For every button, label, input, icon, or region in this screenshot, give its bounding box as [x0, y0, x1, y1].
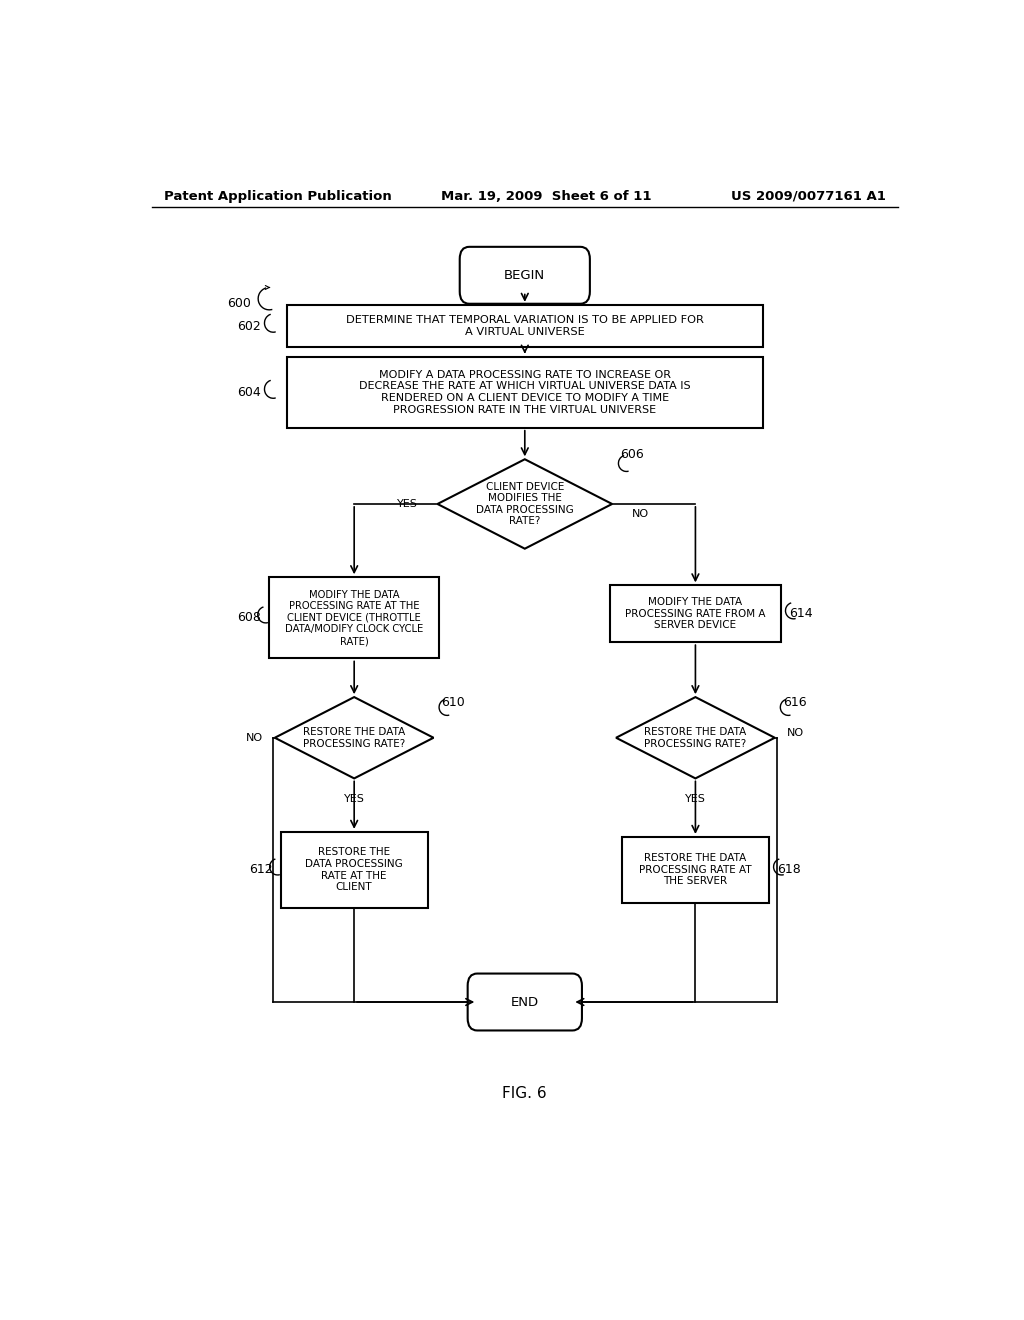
- Text: 610: 610: [441, 696, 465, 709]
- Text: DETERMINE THAT TEMPORAL VARIATION IS TO BE APPLIED FOR
A VIRTUAL UNIVERSE: DETERMINE THAT TEMPORAL VARIATION IS TO …: [346, 315, 703, 337]
- Text: NO: NO: [246, 733, 263, 743]
- Text: RESTORE THE DATA
PROCESSING RATE?: RESTORE THE DATA PROCESSING RATE?: [644, 727, 746, 748]
- Text: MODIFY THE DATA
PROCESSING RATE AT THE
CLIENT DEVICE (THROTTLE
DATA/MODIFY CLOCK: MODIFY THE DATA PROCESSING RATE AT THE C…: [285, 590, 423, 645]
- Text: CLIENT DEVICE
MODIFIES THE
DATA PROCESSING
RATE?: CLIENT DEVICE MODIFIES THE DATA PROCESSI…: [476, 482, 573, 527]
- Text: 612: 612: [249, 863, 272, 876]
- Text: 604: 604: [238, 385, 261, 399]
- Bar: [269, 577, 439, 659]
- Text: NO: NO: [632, 510, 649, 519]
- Text: RESTORE THE DATA
PROCESSING RATE AT
THE SERVER: RESTORE THE DATA PROCESSING RATE AT THE …: [639, 853, 752, 887]
- Text: US 2009/0077161 A1: US 2009/0077161 A1: [731, 190, 886, 202]
- Text: MODIFY THE DATA
PROCESSING RATE FROM A
SERVER DEVICE: MODIFY THE DATA PROCESSING RATE FROM A S…: [626, 597, 766, 631]
- Text: BEGIN: BEGIN: [504, 269, 546, 281]
- Text: YES: YES: [344, 793, 365, 804]
- Text: 602: 602: [238, 319, 261, 333]
- Bar: [622, 837, 769, 903]
- Text: MODIFY A DATA PROCESSING RATE TO INCREASE OR
DECREASE THE RATE AT WHICH VIRTUAL : MODIFY A DATA PROCESSING RATE TO INCREAS…: [359, 370, 690, 414]
- Bar: [610, 585, 780, 643]
- Text: 616: 616: [782, 696, 806, 709]
- Text: 618: 618: [777, 863, 801, 876]
- Text: 608: 608: [237, 611, 261, 624]
- FancyBboxPatch shape: [468, 974, 582, 1031]
- Bar: [281, 832, 428, 908]
- Text: 606: 606: [620, 447, 644, 461]
- Text: 614: 614: [788, 607, 812, 620]
- Text: 600: 600: [227, 297, 251, 310]
- Text: END: END: [511, 995, 539, 1008]
- FancyBboxPatch shape: [460, 247, 590, 304]
- Polygon shape: [616, 697, 775, 779]
- Bar: [287, 356, 763, 428]
- Polygon shape: [274, 697, 433, 779]
- Text: RESTORE THE DATA
PROCESSING RATE?: RESTORE THE DATA PROCESSING RATE?: [303, 727, 406, 748]
- Bar: [287, 305, 763, 347]
- Text: YES: YES: [396, 499, 418, 510]
- Text: Patent Application Publication: Patent Application Publication: [164, 190, 391, 202]
- Text: NO: NO: [786, 727, 804, 738]
- Text: Mar. 19, 2009  Sheet 6 of 11: Mar. 19, 2009 Sheet 6 of 11: [441, 190, 652, 202]
- Text: YES: YES: [685, 793, 706, 804]
- Text: RESTORE THE
DATA PROCESSING
RATE AT THE
CLIENT: RESTORE THE DATA PROCESSING RATE AT THE …: [305, 847, 403, 892]
- Text: FIG. 6: FIG. 6: [503, 1086, 547, 1101]
- Polygon shape: [437, 459, 612, 549]
